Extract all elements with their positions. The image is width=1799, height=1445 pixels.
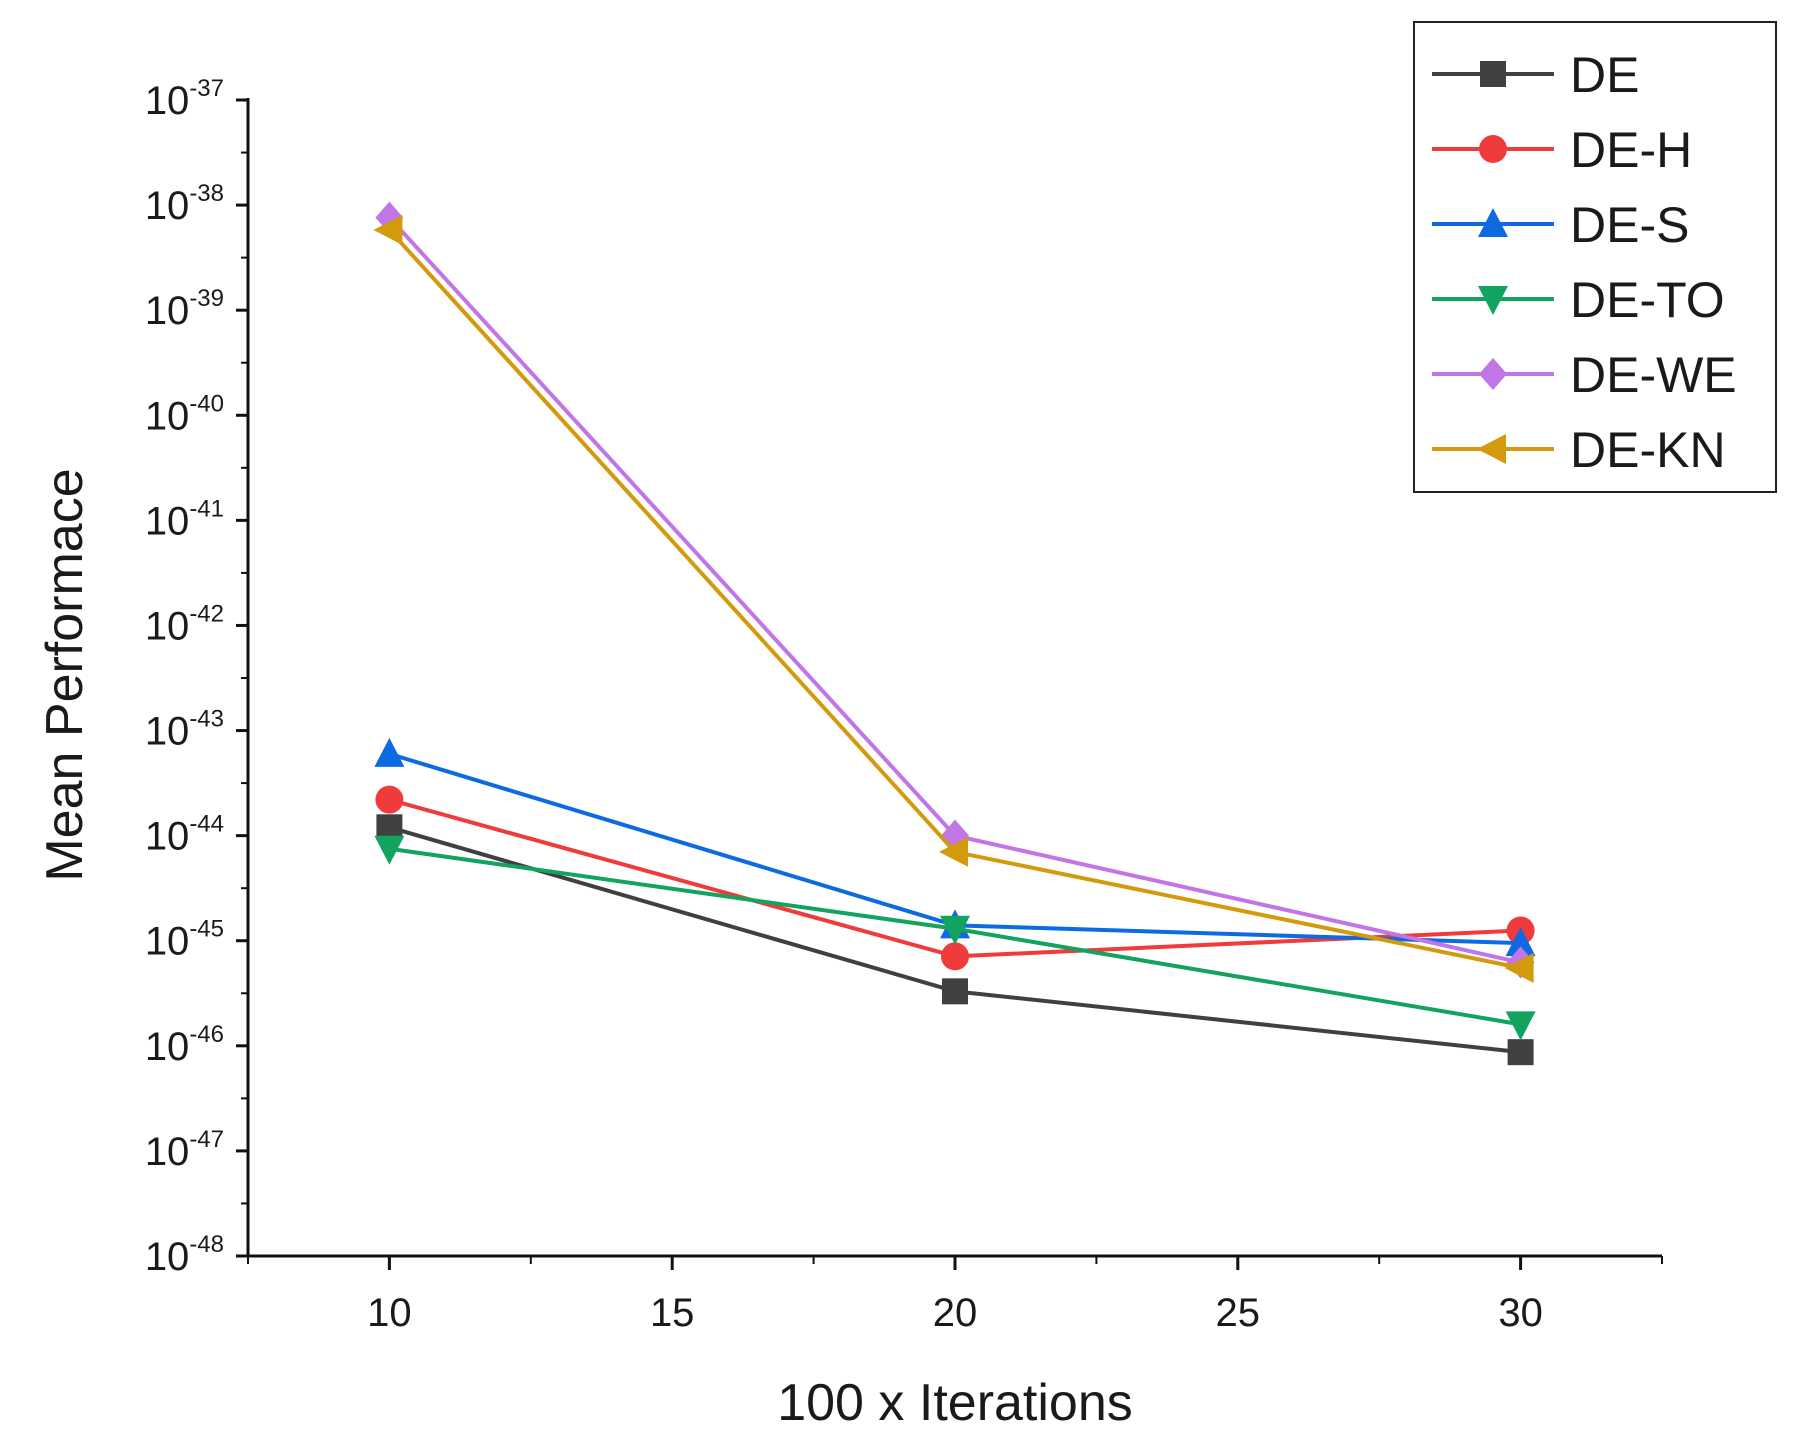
- y-axis-title: Mean Performace: [36, 468, 94, 881]
- data-point-de-kn: [939, 836, 968, 867]
- series-de-we: [375, 201, 1535, 979]
- x-tick-label: 25: [1216, 1291, 1261, 1335]
- legend-label: DE-S: [1570, 197, 1689, 253]
- legend-label: DE: [1570, 47, 1639, 103]
- legend-label: DE-KN: [1570, 422, 1726, 478]
- data-point-de-h: [941, 942, 969, 971]
- legend-item-de: DE: [1432, 47, 1639, 103]
- legend-marker: [1479, 358, 1507, 390]
- data-point-de-to: [940, 915, 970, 945]
- y-tick-label: 10-42: [145, 600, 224, 648]
- legend-marker: [1478, 208, 1508, 237]
- x-tick-label: 30: [1498, 1291, 1543, 1335]
- series-de-kn: [373, 214, 1534, 984]
- y-tick-label: 10-39: [145, 285, 224, 333]
- legend: DE DE-H DE-S DE-TO DE-WE DE-KN: [1413, 21, 1777, 493]
- legend-marker: [1477, 434, 1506, 464]
- y-axis-ticks: 10-37 10-38 10-39 10-40 10-41 10-42 10-43 10-44…: [145, 75, 248, 1279]
- data-point-de-s: [374, 737, 405, 767]
- series-de-to: [374, 835, 1536, 1041]
- legend-box: [1413, 21, 1777, 493]
- x-tick-label: 15: [650, 1291, 695, 1335]
- data-point-de: [942, 978, 968, 1005]
- data-point-de-s: [1505, 927, 1536, 957]
- data-point-de: [1507, 1039, 1534, 1066]
- y-tick-label: 10-47: [145, 1126, 224, 1174]
- legend-label: DE-WE: [1570, 347, 1737, 403]
- legend-item-de-kn: DE-KN: [1432, 422, 1726, 478]
- legend-marker: [1478, 286, 1508, 315]
- y-tick-label: 10-38: [145, 180, 224, 228]
- y-tick-label: 10-44: [145, 811, 224, 859]
- y-tick-label: 10-45: [145, 916, 224, 964]
- x-tick-label: 10: [367, 1291, 412, 1335]
- legend-item-de-to: DE-TO: [1432, 272, 1725, 328]
- y-tick-label: 10-43: [145, 706, 224, 754]
- y-tick-label: 10-40: [145, 390, 224, 438]
- y-tick-label: 10-46: [145, 1021, 224, 1069]
- plot-area: [373, 201, 1536, 1066]
- data-point-de-h: [375, 785, 404, 814]
- data-point-de-kn: [1504, 953, 1534, 984]
- x-axis-ticks: 10 15 20 25 30: [247, 1256, 1663, 1335]
- legend-label: DE-H: [1570, 122, 1692, 178]
- legend-marker: [1480, 61, 1506, 87]
- y-tick-label: 10-41: [145, 495, 224, 543]
- legend-label: DE-TO: [1570, 272, 1725, 328]
- legend-marker: [1479, 135, 1507, 163]
- y-tick-label: 10-37: [145, 75, 224, 123]
- legend-item-de-h: DE-H: [1432, 122, 1692, 178]
- legend-item-de-we: DE-WE: [1432, 347, 1737, 403]
- data-point-de-to: [374, 835, 405, 865]
- data-point-de-kn: [373, 214, 403, 245]
- legend-item-de-s: DE-S: [1432, 197, 1689, 253]
- y-tick-label: 10-48: [145, 1231, 224, 1279]
- x-axis-title: 100 x Iterations: [777, 1374, 1133, 1432]
- data-point-de-to: [1505, 1011, 1536, 1041]
- x-tick-label: 20: [933, 1291, 978, 1335]
